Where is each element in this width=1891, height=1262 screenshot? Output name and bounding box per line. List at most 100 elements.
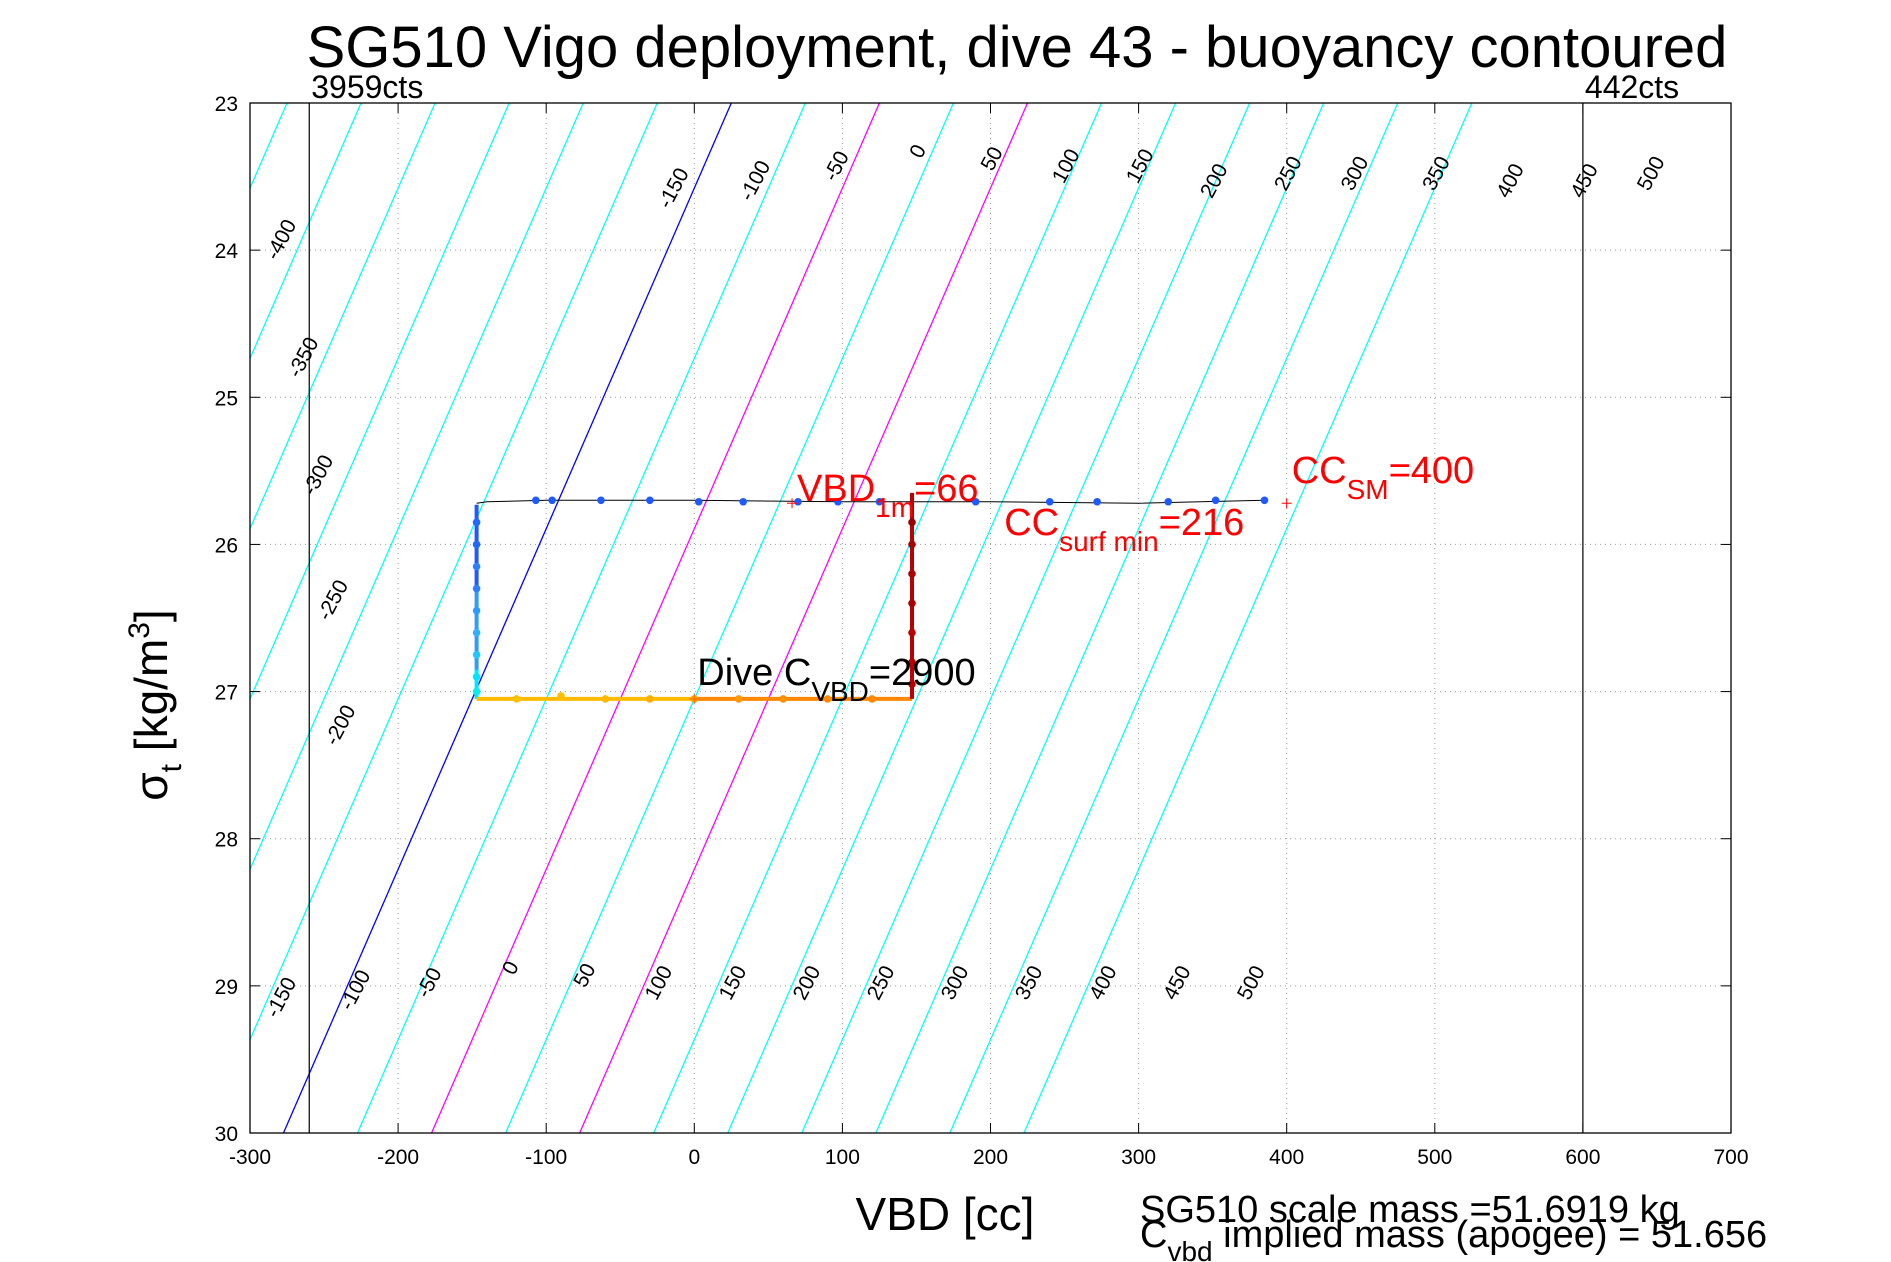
dive-point xyxy=(548,496,556,505)
dive-point xyxy=(597,496,605,505)
count-limit-label: 442cts xyxy=(1585,69,1679,105)
surface-trace-line xyxy=(476,499,1265,504)
vbd-1m-annotation-main: VBD xyxy=(797,468,875,510)
y-tick-label: 26 xyxy=(215,534,238,557)
contour-value-label: 500 xyxy=(1233,962,1270,1004)
y-tick-label: 24 xyxy=(215,240,239,263)
y-tick-label: 23 xyxy=(215,93,238,116)
contour-value-label: 200 xyxy=(789,962,826,1004)
x-tick-label: 300 xyxy=(1121,1146,1156,1169)
contour-value-label: 400 xyxy=(1085,962,1122,1004)
contour-value-label: 450 xyxy=(1566,160,1603,202)
contour-value-label: -50 xyxy=(819,147,854,185)
dive-point xyxy=(908,680,916,689)
dive-point xyxy=(472,540,481,549)
dive-point xyxy=(1045,497,1054,506)
dive-point xyxy=(1093,497,1101,506)
y-tick-label: 30 xyxy=(215,1123,238,1146)
contour-value-label: -200 xyxy=(321,701,361,749)
dive-point xyxy=(472,562,481,571)
contour-value-label: 100 xyxy=(1048,145,1085,187)
dive-point xyxy=(472,584,481,593)
contour-line xyxy=(250,103,436,531)
y-axis-label-unit: [kg/m xyxy=(125,639,177,751)
x-tick-label: -100 xyxy=(525,1146,567,1169)
dive-point xyxy=(908,570,916,578)
x-tick-label: 500 xyxy=(1417,1146,1452,1169)
footer-vbd-sub: vbd xyxy=(1167,1236,1212,1262)
contour-line xyxy=(282,103,732,1133)
y-axis-label-sub: t xyxy=(155,763,188,772)
contour-value-label: 500 xyxy=(1633,153,1670,195)
vbd-1m-annotation: VBD1m=66 xyxy=(797,468,979,523)
vbd-1m-annotation-sub: 1m xyxy=(875,492,914,523)
contour-value-label: 300 xyxy=(1337,153,1374,195)
cc-sm-annotation-sub: SM xyxy=(1347,474,1389,505)
dive-point xyxy=(1164,497,1173,506)
dive-point xyxy=(971,497,980,506)
dive-cvbd-annotation-main: Dive C xyxy=(697,652,811,694)
contour-line xyxy=(250,103,510,701)
x-tick-label: 0 xyxy=(688,1146,700,1169)
dive-point xyxy=(472,650,481,659)
dive-point xyxy=(472,628,481,637)
footer-c: C xyxy=(1140,1214,1167,1256)
dive-point xyxy=(532,496,540,505)
contour-line xyxy=(250,103,362,361)
dive-point xyxy=(512,695,521,703)
contour-value-label: 300 xyxy=(937,962,974,1004)
contour-value-label: 400 xyxy=(1492,160,1529,202)
contour-value-label: 0 xyxy=(905,141,931,162)
contour-labels: -400-350-300-250-200-150 -100 -50 0 50 100 150… xyxy=(261,141,1669,1022)
dive-point xyxy=(694,497,703,506)
dive-point xyxy=(834,497,842,506)
contour-line xyxy=(875,103,1325,1133)
chart-title: SG510 Vigo deployment, dive 43 - buoyanc… xyxy=(307,15,1728,80)
contour-line xyxy=(0,103,213,1133)
dive-point xyxy=(1260,496,1269,505)
contour-line xyxy=(653,103,1103,1133)
footer-scale-mass: SG510 scale mass =51.6919 kg xyxy=(1140,1189,1680,1231)
y-axis-label-close: ] xyxy=(125,609,177,622)
dive-point xyxy=(868,695,876,703)
x-tick-label: -200 xyxy=(377,1146,419,1169)
contour-value-label: 100 xyxy=(641,962,678,1004)
contour-line xyxy=(0,103,139,1133)
contour-value-label: -100 xyxy=(335,966,375,1014)
dive-point xyxy=(601,695,610,703)
contour-value-label: 350 xyxy=(1418,153,1455,195)
y-tick-label: 25 xyxy=(215,387,238,410)
contour-value-label: 200 xyxy=(1196,160,1233,202)
contour-value-label: 150 xyxy=(1122,145,1159,187)
footer-implied-mass: Cvbd implied mass (apogee) = 51.656 xyxy=(1140,1214,1767,1262)
grid-lines xyxy=(249,102,1732,1134)
cc-surf-min-annotation-sub: surf min xyxy=(1059,526,1159,557)
dive-point xyxy=(739,497,747,506)
contour-line xyxy=(727,103,1177,1133)
buoyancy-contours xyxy=(0,103,1473,1133)
dive-point xyxy=(908,540,916,549)
x-tick-label: 400 xyxy=(1269,1146,1304,1169)
contour-line xyxy=(250,103,584,871)
contour-value-label: -150 xyxy=(654,164,694,212)
dive-point xyxy=(908,628,916,637)
cc-surf-min-annotation-value: =216 xyxy=(1159,502,1245,544)
contour-value-label: -250 xyxy=(313,576,353,624)
dive-point xyxy=(734,695,743,703)
contour-value-label: 350 xyxy=(1011,962,1048,1004)
contour-value-label: 0 xyxy=(498,958,524,979)
y-tick-label: 28 xyxy=(215,829,238,852)
contour-value-label: 450 xyxy=(1159,962,1196,1004)
contour-value-label: -400 xyxy=(261,216,301,264)
contour-value-label: 150 xyxy=(715,962,752,1004)
y-axis-label: σt [kg/m3] xyxy=(123,609,188,800)
tick-labels: -300 -200 -100 0 100 200 300 400 500 600 700232425… xyxy=(215,93,1749,1169)
dive-point xyxy=(557,692,565,700)
dive-point xyxy=(908,658,916,666)
y-tick-label: 29 xyxy=(215,976,238,999)
cc-sm-annotation-value: =400 xyxy=(1389,450,1475,492)
dive-point xyxy=(823,695,832,703)
contour-line xyxy=(801,103,1251,1133)
contour-value-label: -100 xyxy=(735,157,775,205)
